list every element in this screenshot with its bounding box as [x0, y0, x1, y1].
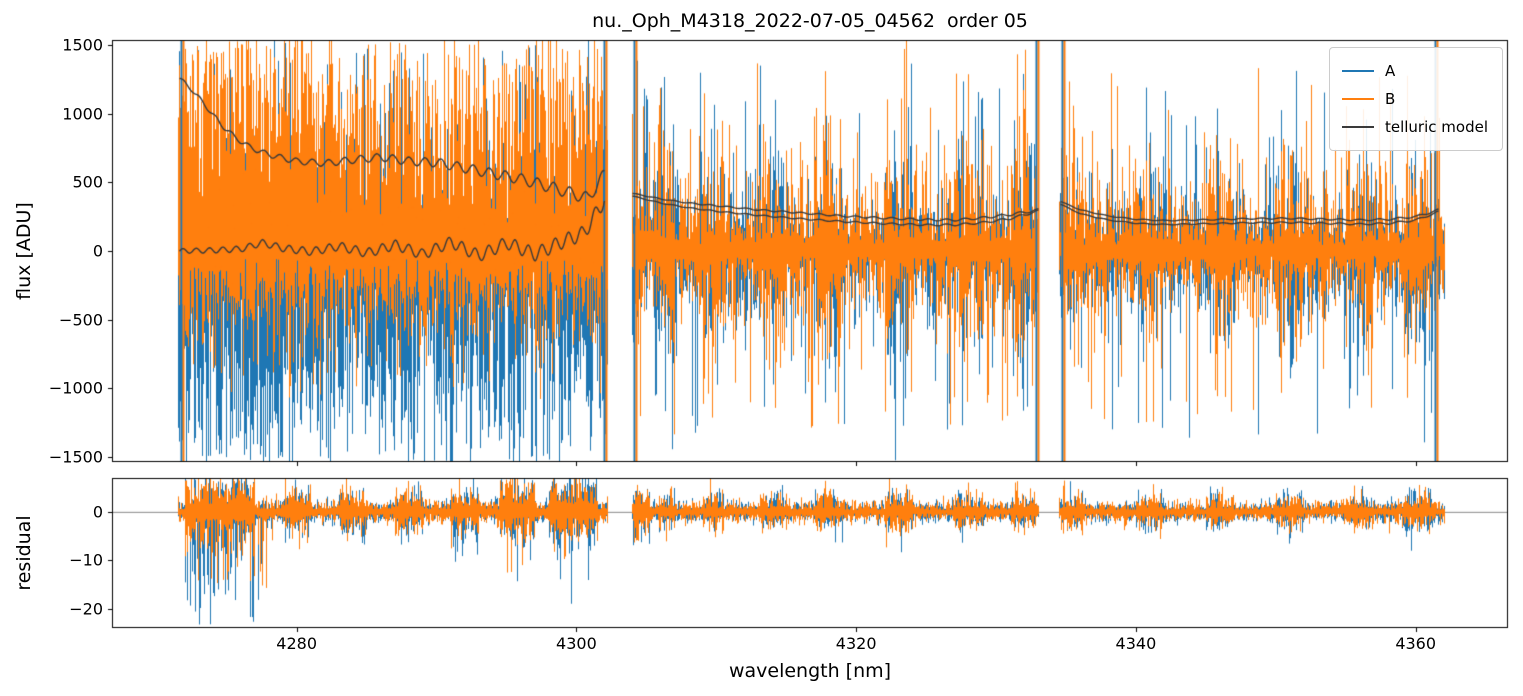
spectrum-figure: nu._Oph_M4318_2022-07-05_04562 order 05 …	[0, 0, 1523, 696]
spectrum-plot-canvas	[0, 0, 1523, 696]
